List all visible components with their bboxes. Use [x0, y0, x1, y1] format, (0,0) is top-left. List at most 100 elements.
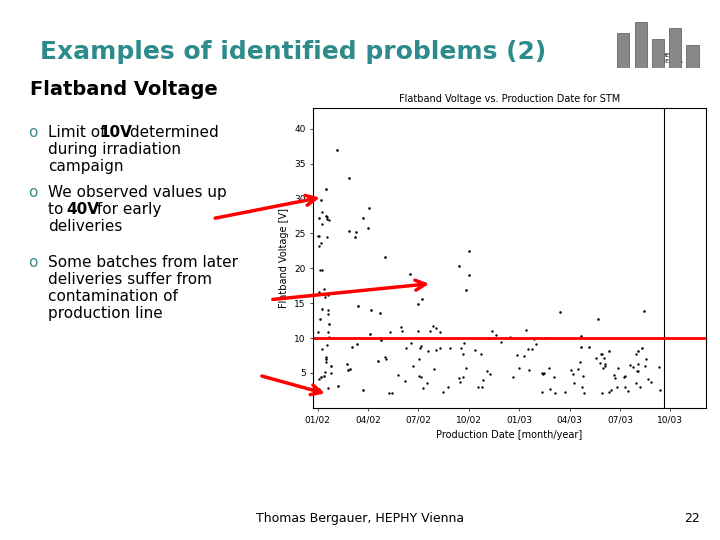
Point: [320, 353, 332, 362]
Point: [320, 184, 332, 193]
Text: to: to: [48, 202, 68, 217]
Point: [457, 349, 469, 358]
Text: 10V: 10V: [99, 125, 132, 140]
Point: [593, 314, 604, 323]
Point: [412, 300, 423, 308]
Point: [434, 328, 446, 336]
Point: [641, 354, 652, 363]
Point: [321, 212, 333, 221]
Point: [577, 383, 588, 391]
Point: [518, 351, 530, 360]
Point: [323, 290, 334, 299]
Bar: [652, 39, 664, 68]
Point: [611, 383, 623, 391]
Point: [537, 370, 549, 379]
Point: [460, 286, 472, 294]
Point: [579, 389, 590, 397]
Point: [399, 377, 410, 386]
Point: [510, 351, 522, 360]
Point: [482, 334, 494, 343]
Point: [384, 327, 396, 336]
Point: [598, 354, 609, 362]
Point: [530, 340, 541, 348]
Point: [314, 287, 325, 296]
Text: Flatband Voltage: Flatband Voltage: [30, 80, 217, 99]
Point: [513, 363, 525, 372]
Point: [374, 308, 386, 317]
Point: [463, 247, 474, 256]
Point: [435, 343, 446, 352]
Text: o: o: [28, 255, 37, 270]
Point: [453, 262, 464, 271]
Point: [413, 372, 425, 380]
Point: [312, 328, 323, 337]
Point: [415, 373, 427, 382]
Point: [461, 364, 472, 373]
Point: [653, 362, 665, 371]
Point: [544, 384, 555, 393]
Point: [320, 354, 331, 363]
Point: [397, 327, 408, 335]
Point: [606, 386, 617, 394]
Point: [487, 327, 498, 335]
Point: [318, 372, 330, 380]
Point: [554, 308, 565, 316]
Point: [346, 342, 357, 351]
Point: [316, 266, 328, 274]
Point: [526, 345, 538, 353]
Point: [431, 324, 442, 333]
Point: [313, 232, 325, 240]
Bar: [634, 22, 647, 68]
Point: [322, 309, 333, 318]
Point: [376, 335, 387, 344]
Point: [639, 362, 651, 370]
Point: [315, 239, 327, 248]
Point: [645, 378, 657, 387]
Text: 40V: 40V: [66, 202, 99, 217]
Text: determined: determined: [125, 125, 219, 140]
Point: [454, 374, 465, 382]
Point: [523, 366, 535, 374]
Point: [415, 295, 427, 304]
Point: [415, 344, 426, 353]
Point: [595, 349, 607, 358]
Point: [631, 379, 642, 388]
Point: [314, 314, 325, 323]
Point: [599, 362, 611, 370]
Point: [428, 365, 439, 374]
Point: [539, 368, 550, 377]
Point: [549, 388, 561, 397]
Point: [463, 271, 474, 280]
Point: [603, 388, 615, 396]
Point: [619, 382, 631, 391]
Y-axis label: Flatband Voltage [V]: Flatband Voltage [V]: [279, 208, 289, 308]
Point: [372, 357, 384, 366]
X-axis label: Production Date [month/year]: Production Date [month/year]: [436, 430, 582, 440]
Point: [619, 372, 631, 381]
Point: [365, 306, 377, 315]
Point: [332, 146, 343, 154]
Point: [320, 358, 332, 367]
Point: [638, 306, 649, 315]
Point: [424, 327, 436, 335]
Text: HEPHY
VIENNA: HEPHY VIENNA: [660, 53, 684, 64]
Point: [352, 301, 364, 310]
Point: [536, 369, 548, 377]
Point: [364, 329, 375, 338]
Point: [577, 372, 588, 380]
Point: [574, 357, 585, 366]
Point: [351, 340, 363, 348]
Point: [405, 339, 416, 348]
Text: production line: production line: [48, 306, 163, 321]
Point: [323, 306, 334, 315]
Point: [521, 326, 532, 334]
Point: [566, 366, 577, 374]
Point: [622, 387, 634, 395]
Point: [548, 373, 559, 381]
Point: [321, 214, 333, 223]
Point: [543, 363, 554, 372]
Point: [540, 334, 552, 342]
Point: [572, 365, 584, 374]
Point: [482, 367, 493, 375]
Point: [404, 270, 415, 279]
